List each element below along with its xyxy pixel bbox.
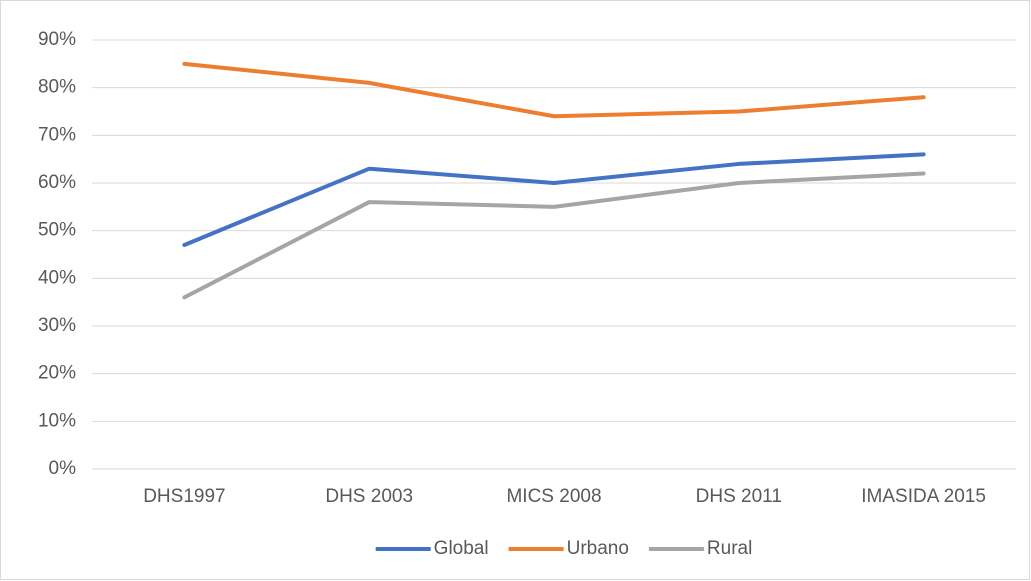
y-tick-label: 80% xyxy=(38,77,76,98)
series-line xyxy=(182,152,926,247)
legend-label: Global xyxy=(434,538,489,559)
series-line xyxy=(182,61,926,119)
y-tick-label: 90% xyxy=(38,29,76,50)
x-tick-label: DHS 2011 xyxy=(696,486,782,507)
y-tick-label: 20% xyxy=(38,363,76,384)
x-tick-label: IMASIDA 2015 xyxy=(861,486,986,507)
legend-label: Urbano xyxy=(567,538,629,559)
x-tick-label: MICS 2008 xyxy=(506,486,601,507)
y-tick-label: 30% xyxy=(38,315,76,336)
x-tick-label: DHS1997 xyxy=(143,486,225,507)
x-tick-label: DHS 2003 xyxy=(325,486,413,507)
y-tick-label: 70% xyxy=(38,124,76,145)
y-tick-label: 0% xyxy=(49,458,77,479)
y-tick-label: 40% xyxy=(38,267,76,288)
y-tick-label: 50% xyxy=(38,220,76,241)
y-tick-label: 60% xyxy=(38,172,76,193)
legend-label: Rural xyxy=(707,538,752,559)
y-tick-label: 10% xyxy=(38,410,76,431)
series-line xyxy=(182,171,926,300)
